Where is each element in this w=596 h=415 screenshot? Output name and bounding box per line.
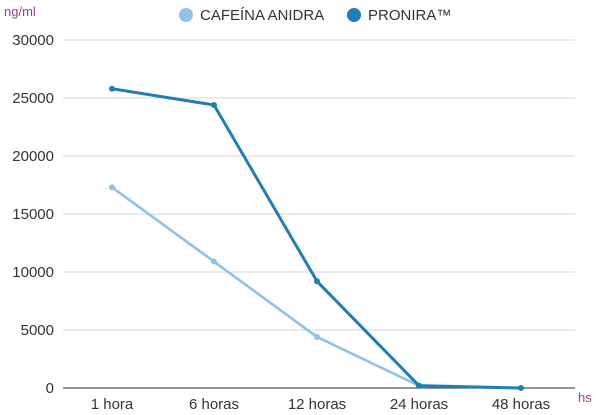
y-tick-label: 15000 xyxy=(12,206,54,223)
y-tick-label: 20000 xyxy=(12,148,54,165)
y-axis-unit-label: ng/ml xyxy=(4,4,36,19)
x-tick-label: 6 horas xyxy=(189,396,239,413)
x-tick-labels: 1 hora 6 horas 12 horas 24 horas 48 horas xyxy=(91,396,550,413)
series-2 xyxy=(109,85,524,391)
data-point xyxy=(109,184,115,191)
legend-marker xyxy=(179,8,193,22)
x-tick-label: 24 horas xyxy=(390,396,448,413)
y-tick-label: 30000 xyxy=(12,32,54,49)
legend-label: CAFEÍNA ANIDRA xyxy=(200,7,324,24)
y-tick-label: 5000 xyxy=(21,322,54,339)
data-point xyxy=(211,101,217,108)
data-point xyxy=(314,333,320,340)
legend: CAFEÍNA ANIDRA PRONIRA™ xyxy=(179,7,451,24)
data-point xyxy=(416,382,422,389)
y-tick-label: 0 xyxy=(46,380,54,397)
y-tick-label: 10000 xyxy=(12,264,54,281)
x-tick-label: 48 horas xyxy=(492,396,550,413)
x-tick-label: 12 horas xyxy=(288,396,346,413)
y-tick-label: 25000 xyxy=(12,90,54,107)
x-tick-label: 1 hora xyxy=(91,396,134,413)
data-point xyxy=(211,258,217,265)
series-1 xyxy=(109,184,422,389)
legend-marker xyxy=(347,8,361,22)
y-tick-labels: 0 5000 10000 15000 20000 25000 30000 xyxy=(12,32,54,397)
data-point xyxy=(314,278,320,285)
series-line xyxy=(110,186,421,387)
series-line xyxy=(110,87,523,390)
series-layer xyxy=(109,85,524,391)
x-axis-unit-label: hs xyxy=(578,390,592,405)
legend-label: PRONIRA™ xyxy=(368,7,451,24)
data-point xyxy=(518,385,524,391)
data-point xyxy=(109,85,115,92)
